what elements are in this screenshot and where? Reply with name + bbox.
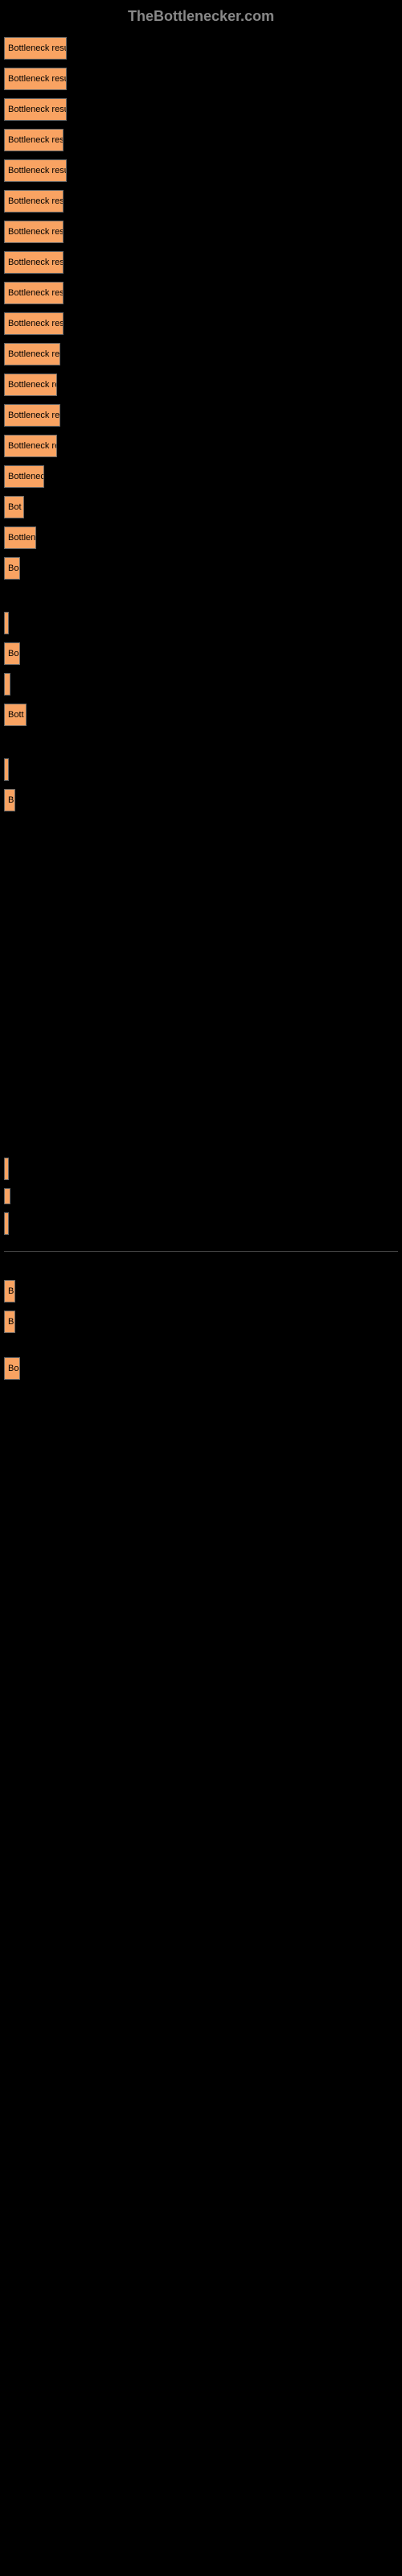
chart-bar[interactable]: Bottleneck resu [4, 251, 64, 274]
bar-row: Bottleneck res [0, 400, 402, 431]
bar-row: B [0, 1307, 402, 1337]
bar-row: Bottleneck re [0, 431, 402, 461]
bar-row: Bottleneck re [0, 369, 402, 400]
bar-row [0, 1184, 402, 1208]
bar-row: Bottleneck resu [0, 308, 402, 339]
bar-row: Bo [0, 553, 402, 584]
chart-bar[interactable]: B [4, 1311, 15, 1333]
chart-bar[interactable] [4, 1212, 9, 1235]
bar-row: Bottlenec [0, 461, 402, 492]
bar-row [0, 669, 402, 700]
bar-row: Bot [0, 492, 402, 522]
chart-bar[interactable] [4, 1158, 9, 1180]
bar-row: Bottleneck res [0, 339, 402, 369]
bar-row: Bottleneck resu [0, 186, 402, 217]
chart-bar[interactable]: Bot [4, 496, 24, 518]
bar-row: Bottleneck result [0, 64, 402, 94]
chart-bar[interactable]: Bottleneck result [4, 159, 67, 182]
chart-bar[interactable] [4, 673, 10, 696]
chart-bar[interactable] [4, 612, 9, 634]
bar-row: B [0, 785, 402, 815]
bar-row: Bo [0, 1353, 402, 1384]
bar-row: Bottlen [0, 522, 402, 553]
bar-row: Bottleneck resu [0, 278, 402, 308]
chart-bar[interactable]: Bottleneck res [4, 343, 60, 365]
bar-row: Bott [0, 700, 402, 730]
bars-container: Bottleneck result Bottleneck result Bottle… [0, 33, 402, 1384]
chart-bar[interactable]: Bottleneck resu [4, 129, 64, 151]
bar-row [0, 1208, 402, 1239]
bar-row: Bo [0, 638, 402, 669]
bar-row: Bottleneck result [0, 155, 402, 186]
bar-row: Bottleneck result [0, 33, 402, 64]
chart-bar[interactable]: Bottleneck resu [4, 282, 64, 304]
chart-bar[interactable]: Bottleneck re [4, 374, 57, 396]
bar-row: Bottleneck result [0, 94, 402, 125]
chart-bar[interactable]: Bo [4, 1357, 20, 1380]
chart-bar[interactable]: Bottleneck result [4, 68, 67, 90]
chart-bar[interactable]: Bo [4, 557, 20, 580]
bar-row: B [0, 1276, 402, 1307]
chart-bar[interactable]: Bottleneck result [4, 98, 67, 121]
bar-row [0, 754, 402, 785]
chart-bar[interactable]: Bott [4, 704, 27, 726]
chart-bar[interactable]: B [4, 789, 15, 811]
chart-bar[interactable]: Bottleneck res [4, 404, 60, 427]
page-header: TheBottlenecker.com [0, 0, 402, 33]
separator [4, 1251, 398, 1252]
bar-row [0, 1154, 402, 1184]
chart-bar[interactable]: B [4, 1280, 15, 1302]
chart-bar[interactable]: Bottleneck resu [4, 221, 64, 243]
chart-bar[interactable]: Bottleneck resu [4, 190, 64, 213]
chart-bar[interactable]: Bottleneck result [4, 37, 67, 60]
chart-bar[interactable]: Bottleneck re [4, 435, 57, 457]
chart-bar[interactable]: Bottlenec [4, 465, 44, 488]
bar-row [0, 608, 402, 638]
bar-row: Bottleneck resu [0, 247, 402, 278]
chart-bar[interactable]: Bottlen [4, 526, 36, 549]
chart-bar[interactable] [4, 1188, 10, 1204]
chart-bar[interactable]: Bo [4, 642, 20, 665]
bar-row: Bottleneck resu [0, 125, 402, 155]
bar-row: Bottleneck resu [0, 217, 402, 247]
chart-bar[interactable]: Bottleneck resu [4, 312, 64, 335]
chart-bar[interactable] [4, 758, 9, 781]
